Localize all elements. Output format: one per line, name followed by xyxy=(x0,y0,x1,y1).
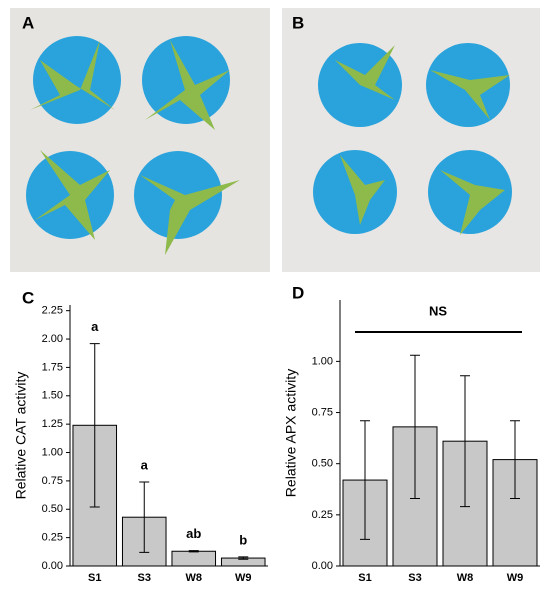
y-tick-label: 1.50 xyxy=(42,390,63,402)
y-tick-label: 1.75 xyxy=(42,361,63,373)
error-bar xyxy=(188,550,199,553)
photo-a: A xyxy=(10,8,270,272)
error-bar xyxy=(139,481,150,553)
y-tick-label: 0.00 xyxy=(312,560,333,572)
x-tick-label: W9 xyxy=(507,572,524,584)
error-bar xyxy=(89,343,100,508)
significance-letter: b xyxy=(239,532,247,547)
panel-label: A xyxy=(22,13,34,32)
x-tick-label: S1 xyxy=(358,572,371,584)
significance-letter: a xyxy=(91,319,99,334)
y-tick-label: 0.25 xyxy=(42,532,63,544)
y-tick-label: 1.00 xyxy=(42,446,63,458)
panel-label: B xyxy=(292,13,304,32)
x-tick-label: W8 xyxy=(186,572,203,584)
panel-label: C xyxy=(22,288,34,307)
error-bar xyxy=(510,420,520,499)
error-bar xyxy=(360,420,370,540)
error-bar xyxy=(460,375,470,508)
ns-label: NS xyxy=(429,303,447,318)
panel-label: D xyxy=(292,283,304,302)
photo-b: B xyxy=(282,8,540,272)
y-tick-label: 1.00 xyxy=(312,355,333,367)
y-tick-label: 0.00 xyxy=(42,560,63,572)
x-tick-label: W8 xyxy=(457,572,474,584)
y-axis-title: Relative CAT activity xyxy=(13,372,29,500)
x-tick-label: W9 xyxy=(235,572,252,584)
y-tick-label: 0.50 xyxy=(312,458,333,470)
y-tick-label: 1.25 xyxy=(42,418,63,430)
error-bar xyxy=(410,354,420,499)
y-tick-label: 0.75 xyxy=(312,406,333,418)
y-tick-label: 0.50 xyxy=(42,503,63,515)
x-tick-label: S3 xyxy=(408,572,421,584)
y-tick-label: 0.75 xyxy=(42,475,63,487)
x-tick-label: S1 xyxy=(88,572,101,584)
y-tick-label: 2.00 xyxy=(42,333,63,345)
significance-letter: ab xyxy=(186,526,201,541)
significance-letter: a xyxy=(141,457,149,472)
bar xyxy=(171,550,217,567)
y-tick-label: 0.25 xyxy=(312,509,333,521)
y-axis-title: Relative APX activity xyxy=(283,369,299,497)
error-bar xyxy=(238,556,249,560)
x-tick-label: S3 xyxy=(138,572,151,584)
y-tick-label: 2.25 xyxy=(42,305,63,317)
